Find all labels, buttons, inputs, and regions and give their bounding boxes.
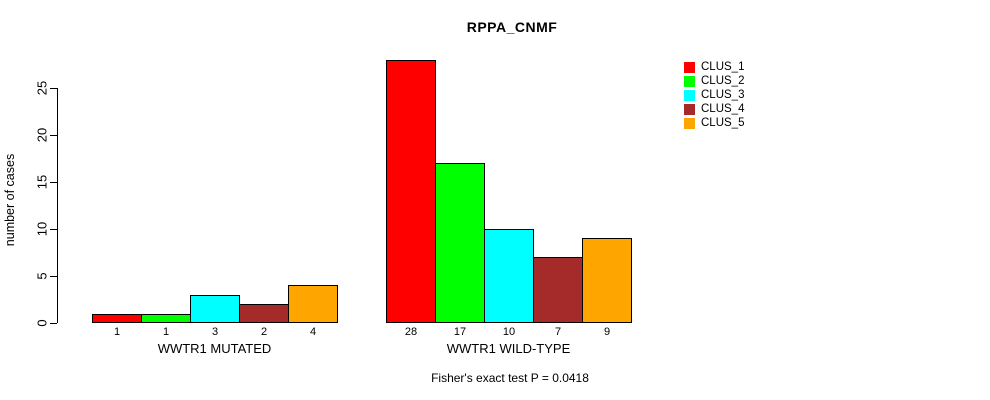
bar-clus_1 xyxy=(92,314,142,323)
bar-clus_5 xyxy=(582,238,632,323)
y-tick-mark xyxy=(50,181,57,183)
legend-label: CLUS_3 xyxy=(701,89,745,101)
bar-clus_2 xyxy=(435,163,485,323)
legend-swatch-icon xyxy=(684,90,695,101)
legend-swatch-icon xyxy=(684,104,695,115)
bar-value-label: 1 xyxy=(162,326,170,338)
group-label: WWTR1 WILD-TYPE xyxy=(446,341,571,356)
bar-clus_3 xyxy=(484,229,534,323)
y-tick-label: 0 xyxy=(34,319,50,327)
y-tick-label: 25 xyxy=(34,80,50,96)
legend: CLUS_1 CLUS_2 CLUS_3 CLUS_4 CLUS_5 xyxy=(684,61,745,129)
bar-value-label: 28 xyxy=(404,326,418,338)
bar-clus_4 xyxy=(533,257,583,323)
legend-row: CLUS_5 xyxy=(684,117,745,129)
legend-label: CLUS_4 xyxy=(701,103,745,115)
bar-value-label: 9 xyxy=(603,326,611,338)
legend-label: CLUS_5 xyxy=(701,117,745,129)
bar-value-label: 4 xyxy=(309,326,317,338)
bar-clus_3 xyxy=(190,295,240,323)
y-tick-label: 15 xyxy=(34,174,50,190)
y-tick-label: 5 xyxy=(34,272,50,280)
y-tick-mark xyxy=(50,134,57,136)
y-tick-mark xyxy=(50,228,57,230)
bar-value-label: 17 xyxy=(453,326,467,338)
bar-value-label: 2 xyxy=(260,326,268,338)
fisher-test-annotation: Fisher's exact test P = 0.0418 xyxy=(431,371,589,385)
bar-clus_1 xyxy=(386,60,436,323)
y-tick-label: 20 xyxy=(34,127,50,143)
legend-row: CLUS_1 xyxy=(684,61,745,73)
legend-label: CLUS_1 xyxy=(701,61,745,73)
bar-value-label: 10 xyxy=(502,326,516,338)
bar-clus_4 xyxy=(239,304,289,323)
legend-label: CLUS_2 xyxy=(701,75,745,87)
legend-swatch-icon xyxy=(684,62,695,73)
bar-clus_5 xyxy=(288,285,338,323)
legend-row: CLUS_2 xyxy=(684,75,745,87)
legend-row: CLUS_3 xyxy=(684,89,745,101)
y-tick-mark xyxy=(50,87,57,89)
y-tick-mark xyxy=(50,322,57,324)
bar-value-label: 7 xyxy=(554,326,562,338)
y-axis-label: number of cases xyxy=(3,153,17,247)
legend-swatch-icon xyxy=(684,76,695,87)
bar-value-label: 1 xyxy=(113,326,121,338)
legend-row: CLUS_4 xyxy=(684,103,745,115)
y-tick-label: 10 xyxy=(34,221,50,237)
chart-title: RPPA_CNMF xyxy=(466,19,558,35)
y-axis-line xyxy=(57,88,58,323)
bar-clus_2 xyxy=(141,314,191,323)
bar-value-label: 3 xyxy=(211,326,219,338)
group-label: WWTR1 MUTATED xyxy=(157,341,272,356)
y-tick-mark xyxy=(50,275,57,277)
legend-swatch-icon xyxy=(684,118,695,129)
